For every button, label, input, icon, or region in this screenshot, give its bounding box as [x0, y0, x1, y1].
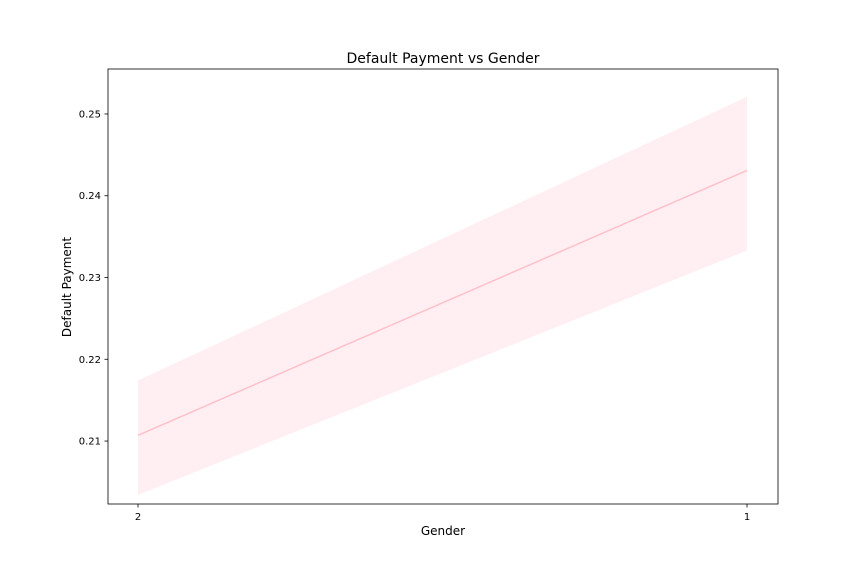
y-tick-label: 0.24 [79, 191, 101, 202]
plot-background [108, 69, 778, 504]
confidence-band [138, 96, 747, 496]
x-tick-label: 1 [744, 512, 750, 523]
y-axis-label: Default Payment [60, 237, 74, 337]
y-tick-label: 0.25 [79, 109, 101, 120]
series-line [137, 169, 748, 437]
plot-frame [107, 68, 779, 505]
y-tick-label: 0.23 [79, 273, 101, 284]
y-tick-label: 0.21 [79, 437, 101, 448]
chart-title: Default Payment vs Gender [347, 51, 540, 67]
y-tick-label: 0.22 [79, 355, 101, 366]
x-tick-label: 2 [135, 512, 141, 523]
x-axis-label: Gender [421, 524, 465, 538]
y-axis: 0.21 0.22 0.23 0.24 0.25 [79, 109, 108, 448]
